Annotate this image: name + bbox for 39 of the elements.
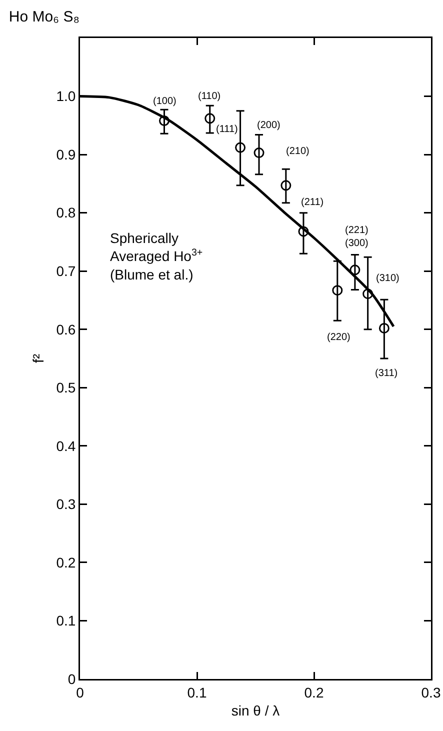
x-tick-label: 0.3 <box>421 684 441 700</box>
point <box>254 148 264 158</box>
y-tick-label: 0.9 <box>56 146 76 162</box>
point <box>158 116 170 126</box>
annotation: (310) <box>376 273 400 284</box>
point <box>298 226 309 237</box>
x-tick-label: 0.1 <box>187 684 207 700</box>
annotation: (211) <box>301 197 324 208</box>
point <box>235 142 246 153</box>
annotation: Spherically Averaged Ho$^{3+}$ (Blume et al.) <box>110 230 203 282</box>
annotation: (110) <box>198 91 221 102</box>
point <box>280 180 292 191</box>
point <box>362 288 374 300</box>
y-tick-label: 0.6 <box>56 321 76 338</box>
y-tick-label: 0.3 <box>56 496 76 512</box>
y-tick-label: 0.1 <box>56 612 76 629</box>
y-tick-label: 0.4 <box>56 438 76 454</box>
y-tick-label: 1.0 <box>56 88 76 104</box>
y-axis-title: f² <box>30 354 48 364</box>
x-axis-title: sin θ / λ <box>231 702 280 718</box>
annotation: (220) <box>327 332 350 343</box>
y-tick-label: 0.8 <box>56 204 76 221</box>
y-tick-label: 0.2 <box>56 554 76 570</box>
point <box>350 264 360 276</box>
x-tick-label: 0.2 <box>304 684 324 700</box>
annotation: (300) <box>345 238 368 249</box>
point <box>332 285 343 296</box>
chart-title: Ho Mo₆ S₈ <box>8 8 80 26</box>
y-tick-label: 0.5 <box>56 380 76 396</box>
annotation: (311) <box>375 368 398 379</box>
y-tick-label: 0 <box>68 670 76 687</box>
annotation: (111) <box>216 124 238 135</box>
annotation: (221) <box>345 225 368 236</box>
point <box>378 322 390 334</box>
annotation: (210) <box>286 146 310 157</box>
y-tick-label: 0.7 <box>56 262 76 279</box>
annotation: (100) <box>153 96 176 107</box>
annotation: (200) <box>257 120 280 131</box>
point <box>204 113 216 124</box>
